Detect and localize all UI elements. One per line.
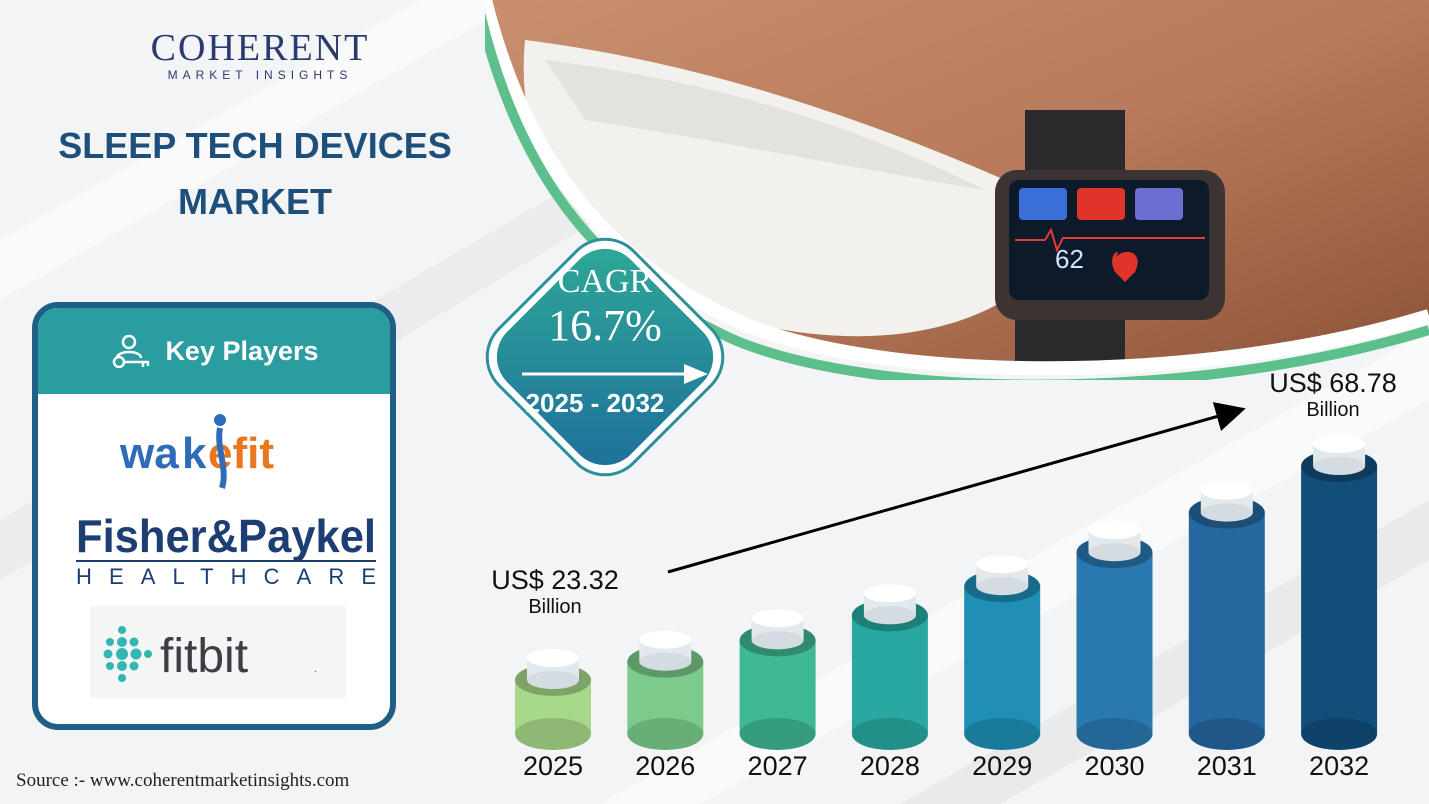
bar-2028 (851, 584, 928, 750)
x-tick-2029: 2029 (972, 751, 1032, 781)
logo-tagline: MARKET INSIGHTS (167, 68, 353, 82)
watch-rate: 62 (1055, 244, 1084, 274)
x-tick-2032: 2032 (1309, 751, 1369, 781)
title-line-1: SLEEP TECH DEVICES (58, 125, 452, 166)
bar-2032 (1301, 435, 1378, 750)
cagr-range: 2025 - 2032 (525, 388, 665, 418)
bar-2027 (739, 609, 816, 750)
page-title: SLEEP TECH DEVICES MARKET (40, 118, 470, 230)
x-tick-2026: 2026 (635, 751, 695, 781)
key-players-card: Key Players wa k efit Fisher&Paykel HEAL… (32, 302, 396, 730)
x-tick-2030: 2030 (1084, 751, 1144, 781)
cagr-text: CAGR 16.7% (470, 262, 740, 350)
x-tick-2028: 2028 (860, 751, 920, 781)
svg-text:wa: wa (119, 429, 179, 478)
svg-text:.: . (314, 664, 317, 675)
svg-text:fitbit: fitbit (160, 630, 248, 683)
title-line-2: MARKET (178, 181, 332, 222)
key-players-icon (113, 334, 150, 368)
start-unit: Billion (528, 596, 582, 618)
x-tick-2025: 2025 (523, 751, 583, 781)
end-unit: Billion (1306, 399, 1360, 421)
logo-name: COHERENT (150, 27, 370, 69)
svg-text:Fisher&Paykel: Fisher&Paykel (76, 510, 376, 562)
x-tick-2027: 2027 (748, 751, 808, 781)
cagr-badge (485, 237, 725, 477)
cagr-label: CAGR (557, 263, 653, 300)
key-players-heading: Key Players (165, 335, 319, 366)
svg-text:k: k (182, 429, 207, 478)
source-note: Source :- www.coherentmarketinsights.com (16, 770, 350, 791)
start-value-callout: US$ 23.32 Billion (470, 565, 640, 619)
growth-arrow (667, 402, 1246, 574)
bar-2031 (1188, 481, 1265, 750)
x-tick-2031: 2031 (1197, 751, 1257, 781)
fisher-paykel-logo: Fisher&Paykel HEALTHCARE (76, 510, 376, 588)
bar-2026 (627, 630, 704, 750)
bar-2030 (1076, 521, 1153, 750)
end-value: US$ 68.78 (1269, 368, 1397, 398)
start-value: US$ 23.32 (491, 565, 619, 595)
bar-2029 (964, 555, 1041, 750)
wakefit-logo: wa k efit (119, 414, 274, 489)
key-players-header: Key Players (38, 308, 390, 394)
bar-2025 (515, 649, 591, 750)
cagr-value: 16.7% (548, 301, 662, 350)
fitbit-logo: fitbit . (90, 606, 346, 698)
cagr-arrow-head (684, 364, 708, 384)
end-value-callout: US$ 68.78 Billion (1248, 368, 1418, 422)
company-logo: COHERENT MARKET INSIGHTS (110, 28, 410, 82)
